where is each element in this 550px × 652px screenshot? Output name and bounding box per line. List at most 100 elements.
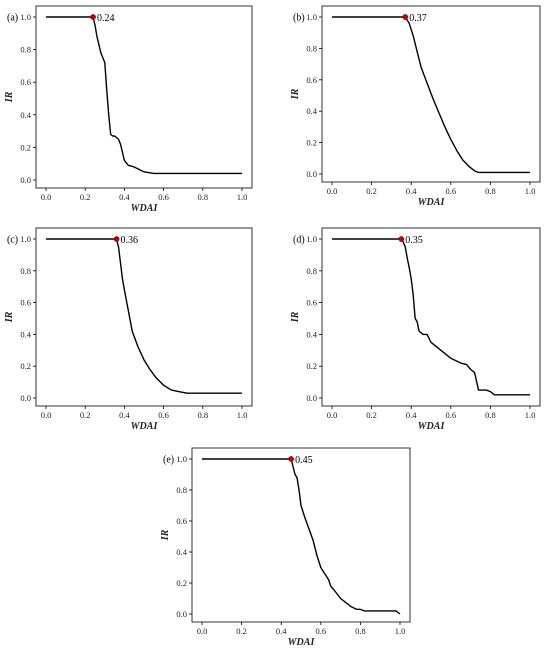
panel-e-ytick-label: 0.4 xyxy=(176,547,187,557)
panel-e-xtick-label: 0.0 xyxy=(197,626,208,636)
panel-d-ylabel: IR xyxy=(290,311,301,323)
panel-a-ytick-label: 0.4 xyxy=(20,110,31,120)
panel-a-xlabel: WDAI xyxy=(131,203,159,214)
panel-e-xtick-label: 0.6 xyxy=(315,626,326,636)
panel-c-series-line xyxy=(46,238,242,394)
panel-a-frame xyxy=(35,5,253,189)
panel-c-ytick-label: 0.6 xyxy=(20,298,31,308)
panel-c-xtick-label: 0.0 xyxy=(41,410,52,420)
panel-d-xtick-label: 0.0 xyxy=(327,410,338,420)
panel-b-frame xyxy=(321,5,541,183)
panel-b-xtick-label: 0.8 xyxy=(485,186,496,196)
panel-d-threshold-point xyxy=(398,236,405,242)
panel-c-ytick-label: 0.2 xyxy=(20,361,31,371)
panel-d-frame xyxy=(321,227,541,407)
panel-c-xtick-label: 0.4 xyxy=(119,410,130,420)
panel-c-ytick-label: 0.4 xyxy=(20,329,31,339)
panel-d-ytick-label: 0.6 xyxy=(306,298,317,308)
panel-b-ytick-label: 0.2 xyxy=(306,138,317,148)
panel-a-ytick-label: 1.0 xyxy=(20,12,31,22)
panel-b-xtick-label: 0.0 xyxy=(327,186,338,196)
panel-d-ytick-label: 1.0 xyxy=(306,234,317,244)
panel-d-ytick-label: 0.0 xyxy=(306,393,317,403)
panel-b-xtick-label: 0.2 xyxy=(366,186,377,196)
panel-b-ytick-label: 1.0 xyxy=(306,12,317,22)
panel-b-threshold-label: 0.37 xyxy=(409,13,427,24)
panel-d-ytick-label: 0.4 xyxy=(306,329,317,339)
panel-d: 0.0 0.2 0.4 0.6 0.8 1.0 0.0 0.2 0.4 0.6 0.8 1.0 WDAI… xyxy=(290,227,541,432)
panel-d-series-line xyxy=(332,238,530,396)
panel-b-xtick-label: 1.0 xyxy=(525,186,536,196)
panel-d-xtick-label: 0.8 xyxy=(485,410,496,420)
panel-c-xlabel: WDAI xyxy=(131,421,159,432)
panel-d-threshold-label: 0.35 xyxy=(405,235,423,246)
panel-d-xtick-label: 1.0 xyxy=(525,410,536,420)
panel-c-threshold-label: 0.36 xyxy=(121,235,139,246)
panel-e-series-line xyxy=(202,458,401,615)
panel-c-xtick-label: 0.8 xyxy=(197,410,208,420)
panel-a-label: (a) xyxy=(7,13,18,24)
panel-c: 0.0 0.2 0.4 0.6 0.8 1.0 0.0 0.2 0.4 0.6 0.8 1.0 WDAI… xyxy=(4,227,253,432)
panel-e-ytick-label: 0.8 xyxy=(176,485,187,495)
panel-a-ytick-label: 0.8 xyxy=(20,45,31,55)
panel-b-ytick-label: 0.8 xyxy=(306,43,317,53)
panel-a-xtick-label: 0.8 xyxy=(197,192,208,202)
panel-e-ytick-label: 0.0 xyxy=(176,609,187,619)
panel-b-ytick-label: 0.0 xyxy=(306,169,317,179)
panel-a-xtick-label: 0.4 xyxy=(119,192,130,202)
panel-c-threshold-point xyxy=(113,236,120,242)
panel-e-xtick-label: 0.8 xyxy=(355,626,366,636)
panel-a-xtick-label: 0.0 xyxy=(41,192,52,202)
panel-a-xtick-label: 0.6 xyxy=(158,192,169,202)
panel-e-threshold-point xyxy=(288,456,294,462)
panel-b-label: (b) xyxy=(293,13,305,24)
panel-b: 0.0 0.2 0.4 0.6 0.8 1.0 0.0 0.2 0.4 0.6 0.8 1.0 WDAI… xyxy=(290,5,541,208)
panel-e-ytick-label: 0.6 xyxy=(176,516,187,526)
panel-b-ytick-label: 0.6 xyxy=(306,75,317,85)
panel-d-xlabel: WDAI xyxy=(418,421,446,432)
panel-a-ytick-label: 0.6 xyxy=(20,77,31,87)
panel-d-ytick-label: 0.2 xyxy=(306,361,317,371)
panel-d-ytick-label: 0.8 xyxy=(306,266,317,276)
panel-d-xtick-label: 0.4 xyxy=(406,410,417,420)
panel-a-ylabel: IR xyxy=(4,91,15,103)
panel-a-ytick-label: 0.2 xyxy=(20,142,31,152)
panel-c-ytick-label: 1.0 xyxy=(20,234,31,244)
panel-c-label: (c) xyxy=(7,235,18,246)
panel-e-ytick-label: 0.2 xyxy=(176,578,187,588)
panel-d-xtick-label: 0.2 xyxy=(366,410,377,420)
panel-b-xtick-label: 0.4 xyxy=(406,186,417,196)
panel-c-xtick-label: 0.2 xyxy=(80,410,91,420)
panel-a-ytick-label: 0.0 xyxy=(20,175,31,185)
panel-e-xtick-label: 0.2 xyxy=(236,626,247,636)
panel-e: 0.0 0.2 0.4 0.6 0.8 1.0 0.0 0.2 0.4 0.6 0.8 1.0 WDAI… xyxy=(160,447,411,648)
panel-e-xlabel: WDAI xyxy=(288,637,316,648)
panel-e-ylabel: IR xyxy=(160,529,171,541)
panel-b-ytick-label: 0.4 xyxy=(306,106,317,116)
panel-e-ytick-label: 1.0 xyxy=(176,454,187,464)
panel-b-xlabel: WDAI xyxy=(418,197,446,208)
panel-a-xtick-label: 1.0 xyxy=(237,192,248,202)
panel-a-series-line xyxy=(46,16,242,175)
panel-e-label: (e) xyxy=(163,455,174,466)
panel-a-xtick-label: 0.2 xyxy=(80,192,91,202)
panel-e-frame xyxy=(191,447,411,623)
panel-b-ylabel: IR xyxy=(290,88,301,100)
panel-c-frame xyxy=(35,227,253,407)
panel-d-xtick-label: 0.6 xyxy=(445,410,456,420)
panel-a-threshold-point xyxy=(90,14,96,20)
panel-a-threshold-label: 0.24 xyxy=(97,13,115,24)
panel-c-xtick-label: 0.6 xyxy=(158,410,169,420)
panel-c-ytick-label: 0.0 xyxy=(20,393,31,403)
panel-b-threshold-point xyxy=(402,14,409,20)
panel-a: 0.0 0.2 0.4 0.6 0.8 1.0 0.0 0.2 0.4 0.6 0.8 1.0 WDAI… xyxy=(4,5,253,214)
panel-c-ytick-label: 0.8 xyxy=(20,266,31,276)
panel-e-xtick-label: 0.4 xyxy=(276,626,287,636)
panel-e-threshold-label: 0.45 xyxy=(295,455,313,466)
panel-d-label: (d) xyxy=(293,235,305,246)
panel-e-xtick-label: 1.0 xyxy=(395,626,406,636)
panel-c-ylabel: IR xyxy=(4,311,15,323)
panel-b-series-line xyxy=(332,16,530,174)
panel-c-xtick-label: 1.0 xyxy=(237,410,248,420)
